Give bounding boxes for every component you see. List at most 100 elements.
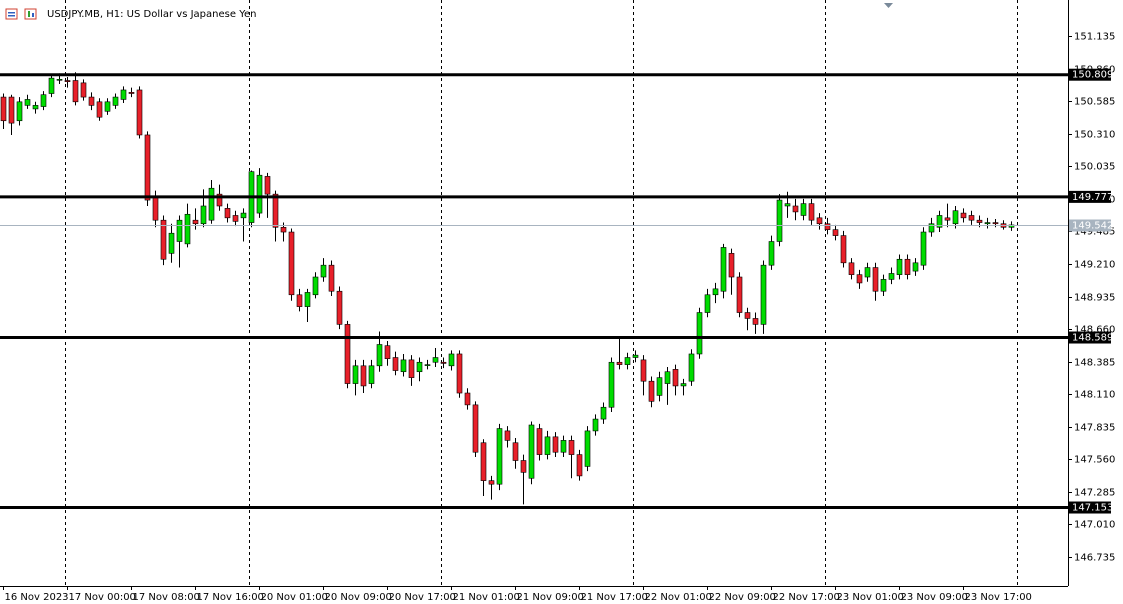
y-tick-label: 148.110 [1074, 390, 1115, 401]
level-label: 150.809 [1072, 70, 1113, 81]
candle-body [832, 229, 839, 236]
x-tick-label: 23 Nov 01:00 [837, 592, 904, 603]
candle-body [632, 354, 639, 358]
candle-body [296, 294, 303, 307]
level-label: 147.153 [1072, 503, 1113, 514]
candle-body [840, 235, 847, 264]
x-tick-label: 17 Nov 16:00 [197, 592, 264, 603]
x-tick-label: 21 Nov 09:00 [517, 592, 584, 603]
candle-body [704, 294, 711, 313]
icon-bar [28, 11, 30, 17]
candle-body [216, 193, 223, 207]
candle-body [128, 92, 135, 94]
current-price-box [1069, 219, 1111, 232]
candle-body [24, 99, 31, 106]
candle-body [496, 428, 503, 485]
candle-body [408, 359, 415, 378]
candle-body [136, 89, 143, 136]
candle-body [856, 274, 863, 284]
y-tick-label: 147.010 [1074, 520, 1115, 531]
candle-body [576, 454, 583, 477]
candle-body [656, 377, 663, 396]
chart-title: USDJPY.MB, H1: US Dollar vs Japanese Yen [47, 9, 256, 20]
candle-body [144, 134, 151, 201]
y-tick-label: 148.660 [1074, 325, 1115, 336]
candle-body [40, 94, 47, 107]
icon-bar [8, 12, 15, 14]
candle-body [960, 212, 967, 219]
candle-body [88, 96, 95, 106]
candle-body [992, 222, 999, 225]
x-tick-label: 17 Nov 00:00 [69, 592, 136, 603]
candle-body [440, 361, 447, 364]
candle-body [528, 424, 535, 479]
candle-body [848, 262, 855, 275]
candle-body [784, 203, 791, 207]
y-tick-label: 148.385 [1074, 358, 1115, 369]
candle-body [72, 80, 79, 103]
candle-body [976, 219, 983, 223]
candle-body [624, 357, 631, 365]
candle-body [912, 262, 919, 272]
candle-body [872, 267, 879, 292]
candle-body [752, 318, 759, 325]
candle-body [456, 353, 463, 394]
y-tick-label: 150.585 [1074, 97, 1115, 108]
level-label: 149.777 [1072, 192, 1113, 203]
icon-bar [8, 15, 15, 17]
y-tick-label: 146.735 [1074, 553, 1115, 564]
candle-body [112, 96, 119, 106]
candle-body [168, 232, 175, 254]
candle-body [648, 380, 655, 402]
candle-body [424, 364, 431, 366]
y-tick-label: 147.835 [1074, 423, 1115, 434]
candle-body [584, 430, 591, 467]
candle-body [264, 176, 271, 195]
candle-body [80, 82, 87, 98]
candle-body [616, 361, 623, 365]
x-tick-label: 21 Nov 01:00 [453, 592, 520, 603]
candle-body [200, 205, 207, 225]
x-tick-label: 16 Nov 2023 [5, 592, 69, 603]
candle-body [16, 101, 23, 122]
candle-body [400, 359, 407, 373]
candle-body [0, 96, 7, 122]
candle-body [640, 359, 647, 382]
candle-body [160, 219, 167, 260]
level-box [1069, 501, 1111, 514]
level-box [1069, 190, 1111, 203]
candle-body [48, 77, 55, 94]
candle-body [824, 223, 831, 230]
candle-body [344, 324, 351, 384]
candle-body [464, 392, 471, 406]
candle-body [488, 480, 495, 485]
candle-body [56, 79, 63, 81]
y-tick-label: 149.210 [1074, 260, 1115, 271]
candle-body [504, 430, 511, 441]
x-tick-label: 20 Nov 17:00 [389, 592, 456, 603]
candle-body [8, 96, 15, 124]
candle-body [384, 345, 391, 360]
candle-body [288, 231, 295, 296]
candle-body [152, 197, 159, 221]
candle-body [800, 203, 807, 216]
level-box [1069, 68, 1111, 81]
current-price-label: 149.542 [1072, 221, 1113, 232]
candle-body [376, 344, 383, 367]
candle-body [928, 223, 935, 233]
candle-body [312, 276, 319, 296]
candle-body [256, 174, 263, 214]
candle-body [672, 369, 679, 387]
candle-body [544, 436, 551, 455]
candle-body [328, 264, 335, 292]
y-tick-label: 148.935 [1074, 293, 1115, 304]
candle-body [904, 258, 911, 275]
candle-body [712, 288, 719, 296]
candle-body [472, 404, 479, 453]
level-box [1069, 331, 1111, 344]
candle-body [888, 273, 895, 280]
candle-body [512, 442, 519, 461]
x-tick-label: 22 Nov 01:00 [645, 592, 712, 603]
